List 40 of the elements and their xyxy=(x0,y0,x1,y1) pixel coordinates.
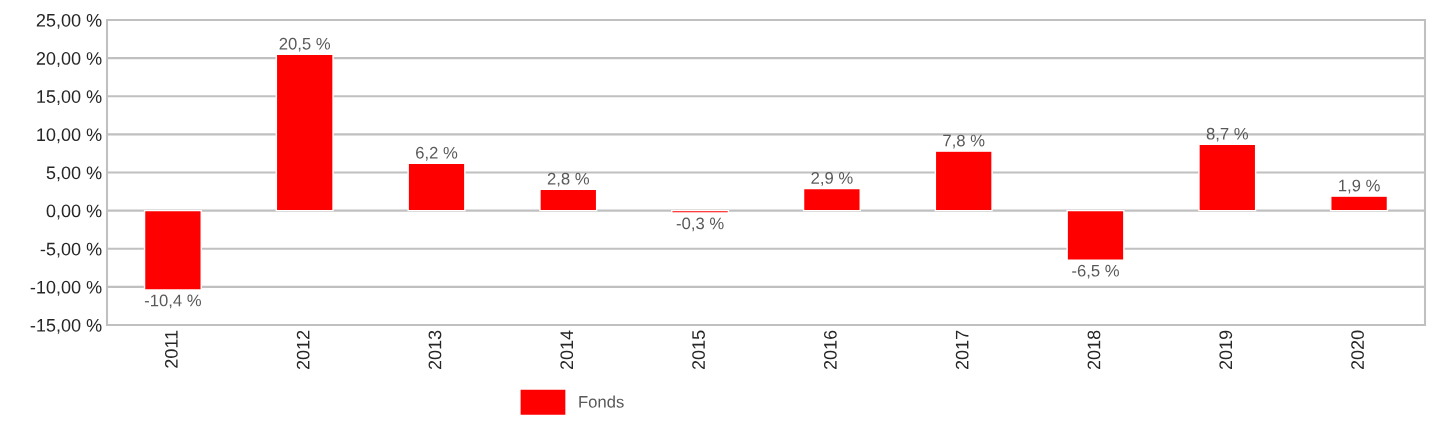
y-tick-label: 0,00 % xyxy=(46,204,102,220)
data-label: -6,5 % xyxy=(1072,264,1119,279)
x-tick-label: 2011 xyxy=(164,330,178,368)
bar xyxy=(1198,143,1257,212)
x-tick-label: 2018 xyxy=(1087,330,1101,370)
x-tick-label: 2019 xyxy=(1219,330,1233,370)
y-tick-label: 15,00 % xyxy=(37,90,102,106)
data-label: 20,5 % xyxy=(279,37,331,52)
bar xyxy=(934,150,993,212)
bar xyxy=(1330,195,1389,212)
data-label: 1,9 % xyxy=(1339,179,1380,194)
bar xyxy=(802,187,861,212)
data-label: 8,7 % xyxy=(1206,127,1249,142)
x-tick-label: 2012 xyxy=(296,330,310,370)
x-tick-label: 2014 xyxy=(560,330,574,370)
x-tick-label: 2016 xyxy=(823,330,837,370)
y-tick-label: 20,00 % xyxy=(36,52,102,67)
data-label: 2,9 % xyxy=(811,172,853,186)
y-tick-label: 10,00 % xyxy=(37,128,102,144)
y-tick-label: 25,00 % xyxy=(36,13,102,29)
bar xyxy=(671,209,730,214)
bar xyxy=(143,209,202,291)
data-label: 2,8 % xyxy=(547,172,590,187)
y-tick-label: 5,00 % xyxy=(46,166,102,182)
bar xyxy=(539,188,598,212)
legend-label: Fonds xyxy=(579,395,624,408)
data-label: -0,3 % xyxy=(676,217,724,232)
x-tick-label: 2013 xyxy=(428,330,442,370)
data-label: 6,2 % xyxy=(416,146,458,161)
bar xyxy=(1066,209,1125,261)
data-label: 7,8 % xyxy=(943,134,985,149)
x-tick-label: 2015 xyxy=(692,330,705,370)
x-tick-label: 2017 xyxy=(955,330,969,370)
y-tick-label: -5,00 % xyxy=(40,242,102,258)
y-tick-label: -10,00 % xyxy=(30,280,102,296)
bar xyxy=(275,53,334,212)
x-tick-label: 2020 xyxy=(1351,330,1364,370)
data-label: -10,4 % xyxy=(144,294,202,309)
bar xyxy=(407,162,466,212)
y-tick-label: -15,00 % xyxy=(30,318,102,334)
